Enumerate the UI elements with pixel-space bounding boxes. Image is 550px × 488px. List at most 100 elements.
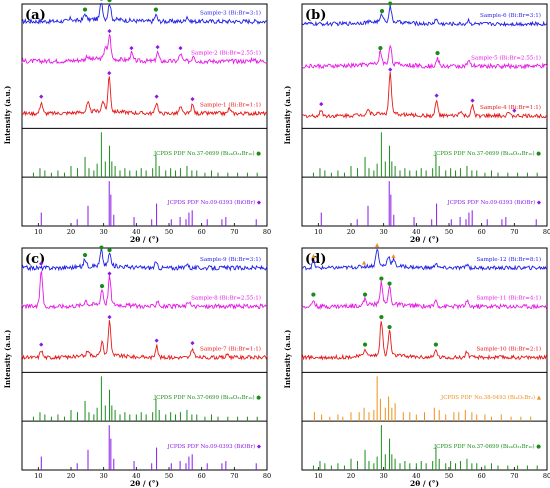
- series-label: Sample-10 (Bi:Br=2:1): [476, 346, 541, 353]
- peak-marker: ●: [434, 342, 439, 348]
- x-tick-label: 70: [230, 228, 238, 236]
- peak-marker: ●: [379, 315, 384, 321]
- series-label: Sample-1 (Bi:Br=1:1): [200, 102, 261, 109]
- x-tick-label: 10: [34, 228, 42, 236]
- peak-marker: ●: [363, 342, 368, 348]
- x-tick-label: 30: [380, 228, 388, 236]
- series-label: Sample-4 (Bi:Br=1:1): [480, 104, 541, 111]
- peak-marker: ◆: [512, 108, 517, 114]
- peak-marker: ●: [435, 51, 440, 57]
- panel-d: (d) Intensity (a.u.) 10 20 30 40 50 60 70 80 2θ / …: [283, 242, 550, 488]
- peak-marker: ▲: [311, 254, 316, 260]
- series-line-1: [301, 5, 548, 27]
- series-line-1: [301, 248, 548, 272]
- x-tick-label: 30: [380, 472, 388, 480]
- reference-symbol: ●: [536, 151, 541, 157]
- panel-c: (c) Intensity (a.u.) 10 20 30 40 50 60 70 80 2θ / …: [3, 245, 271, 488]
- reference-label: JCPDS PDF No.38-0493 (Bi₄O₅Br₂) ▲: [440, 394, 542, 401]
- reference-label: JCPDS PDF No.37-0699 (Bi₂₄O₃₁Br₁₀) ●: [433, 150, 541, 157]
- peak-marker: ◆: [470, 98, 475, 104]
- y-axis-label: Intensity (a.u.): [3, 330, 12, 389]
- peak-marker: ●: [99, 0, 104, 2]
- peak-marker: ●: [378, 46, 383, 52]
- peak-marker: ●: [387, 325, 392, 331]
- peak-marker: ◆: [190, 97, 195, 103]
- x-tick-label: 80: [263, 472, 271, 480]
- series-label: Sample-8 (Bi:Br=2.55:1): [191, 295, 261, 302]
- series-line-2: [21, 33, 268, 65]
- x-tick-label: 20: [347, 472, 355, 480]
- x-axis-label: 2θ / (°): [130, 479, 159, 488]
- plot-frame: [21, 3, 268, 227]
- series-line-3: [21, 320, 268, 361]
- peak-marker: ◆: [155, 44, 160, 50]
- x-tick-label: 10: [34, 472, 42, 480]
- y-axis-label: Intensity (a.u.): [3, 86, 12, 145]
- reference-label: JCPDS PDF No.37-0699 (Bi₂₄O₃₁Br₁₀) ●: [153, 150, 261, 157]
- peak-marker: ●: [99, 245, 104, 251]
- reference-symbol: ●: [256, 151, 261, 157]
- x-tick-label: 10: [314, 228, 322, 236]
- peak-marker: ◆: [107, 315, 112, 321]
- plot-frame: [301, 247, 548, 471]
- peak-marker: ●: [107, 247, 112, 253]
- reference-label: JCPDS PDF No.09-0393 (BiOBr) ◆: [167, 443, 262, 450]
- series-line-3: [301, 71, 548, 120]
- peak-marker: ◆: [154, 338, 159, 344]
- reference-label: JCPDS PDF No.37-0699 (Bi₂₄O₃₁Br₁₀) ●: [433, 443, 541, 450]
- x-tick-label: 70: [230, 472, 238, 480]
- x-tick-label: 60: [478, 472, 486, 480]
- x-tick-label: 60: [198, 472, 206, 480]
- peak-marker: ◆: [39, 261, 44, 267]
- peak-marker: ◆: [434, 93, 439, 99]
- x-tick-label: 60: [478, 228, 486, 236]
- series-line-2: [301, 44, 548, 70]
- peak-marker: ▲: [375, 242, 380, 248]
- peak-marker: ◆: [129, 46, 134, 52]
- peak-marker: ●: [154, 7, 159, 13]
- x-tick-label: 70: [510, 472, 518, 480]
- x-axis-label: 2θ / (°): [410, 235, 439, 244]
- peak-marker: ◆: [107, 271, 112, 277]
- peak-marker: ●: [107, 0, 112, 3]
- x-tick-label: 40: [132, 472, 140, 480]
- peak-marker: ●: [363, 292, 368, 298]
- series-label: Sample-9 (Bi:Br=3:1): [200, 256, 261, 263]
- peak-marker: ▲: [362, 260, 367, 266]
- peak-marker: ●: [379, 276, 384, 282]
- series-line-1: [21, 248, 268, 272]
- peak-marker: ◆: [190, 341, 195, 347]
- series-label: Sample-3 (Bi:Br=3:1): [200, 10, 261, 17]
- panel-label: (c): [25, 252, 45, 267]
- x-tick-label: 50: [445, 228, 453, 236]
- reference-label: JCPDS PDF No.09-0393 (BiOBr) ◆: [167, 199, 262, 206]
- reference-symbol: ●: [536, 444, 541, 450]
- peak-marker: ●: [83, 252, 88, 258]
- x-tick-label: 70: [510, 228, 518, 236]
- x-tick-label: 40: [132, 228, 140, 236]
- y-axis-label: Intensity (a.u.): [283, 86, 292, 145]
- series-label: Sample-6 (Bi:Br=3:1): [480, 12, 541, 19]
- reference-symbol: ◆: [257, 444, 262, 450]
- reference-symbol: ◆: [537, 200, 542, 206]
- x-tick-label: 80: [263, 228, 271, 236]
- plot-frame: [21, 247, 268, 471]
- reference-symbol: ◆: [257, 200, 262, 206]
- peak-marker: ●: [100, 284, 105, 290]
- x-tick-label: 20: [67, 228, 75, 236]
- peak-marker: ◆: [39, 94, 44, 100]
- panel-label: (d): [305, 252, 326, 267]
- x-tick-label: 40: [412, 228, 420, 236]
- peak-marker: ●: [380, 8, 385, 14]
- peak-marker: ▲: [391, 254, 396, 260]
- x-axis-label: 2θ / (°): [130, 235, 159, 244]
- y-axis-label: Intensity (a.u.): [283, 330, 292, 389]
- x-axis-label: 2θ / (°): [410, 479, 439, 488]
- x-tick-label: 10: [314, 472, 322, 480]
- series-line-2: [21, 270, 267, 310]
- reference-label: JCPDS PDF No.37-0699 (Bi₂₄O₃₁Br₁₀) ●: [153, 394, 261, 401]
- reference-symbol: ▲: [537, 395, 542, 401]
- x-tick-label: 60: [198, 228, 206, 236]
